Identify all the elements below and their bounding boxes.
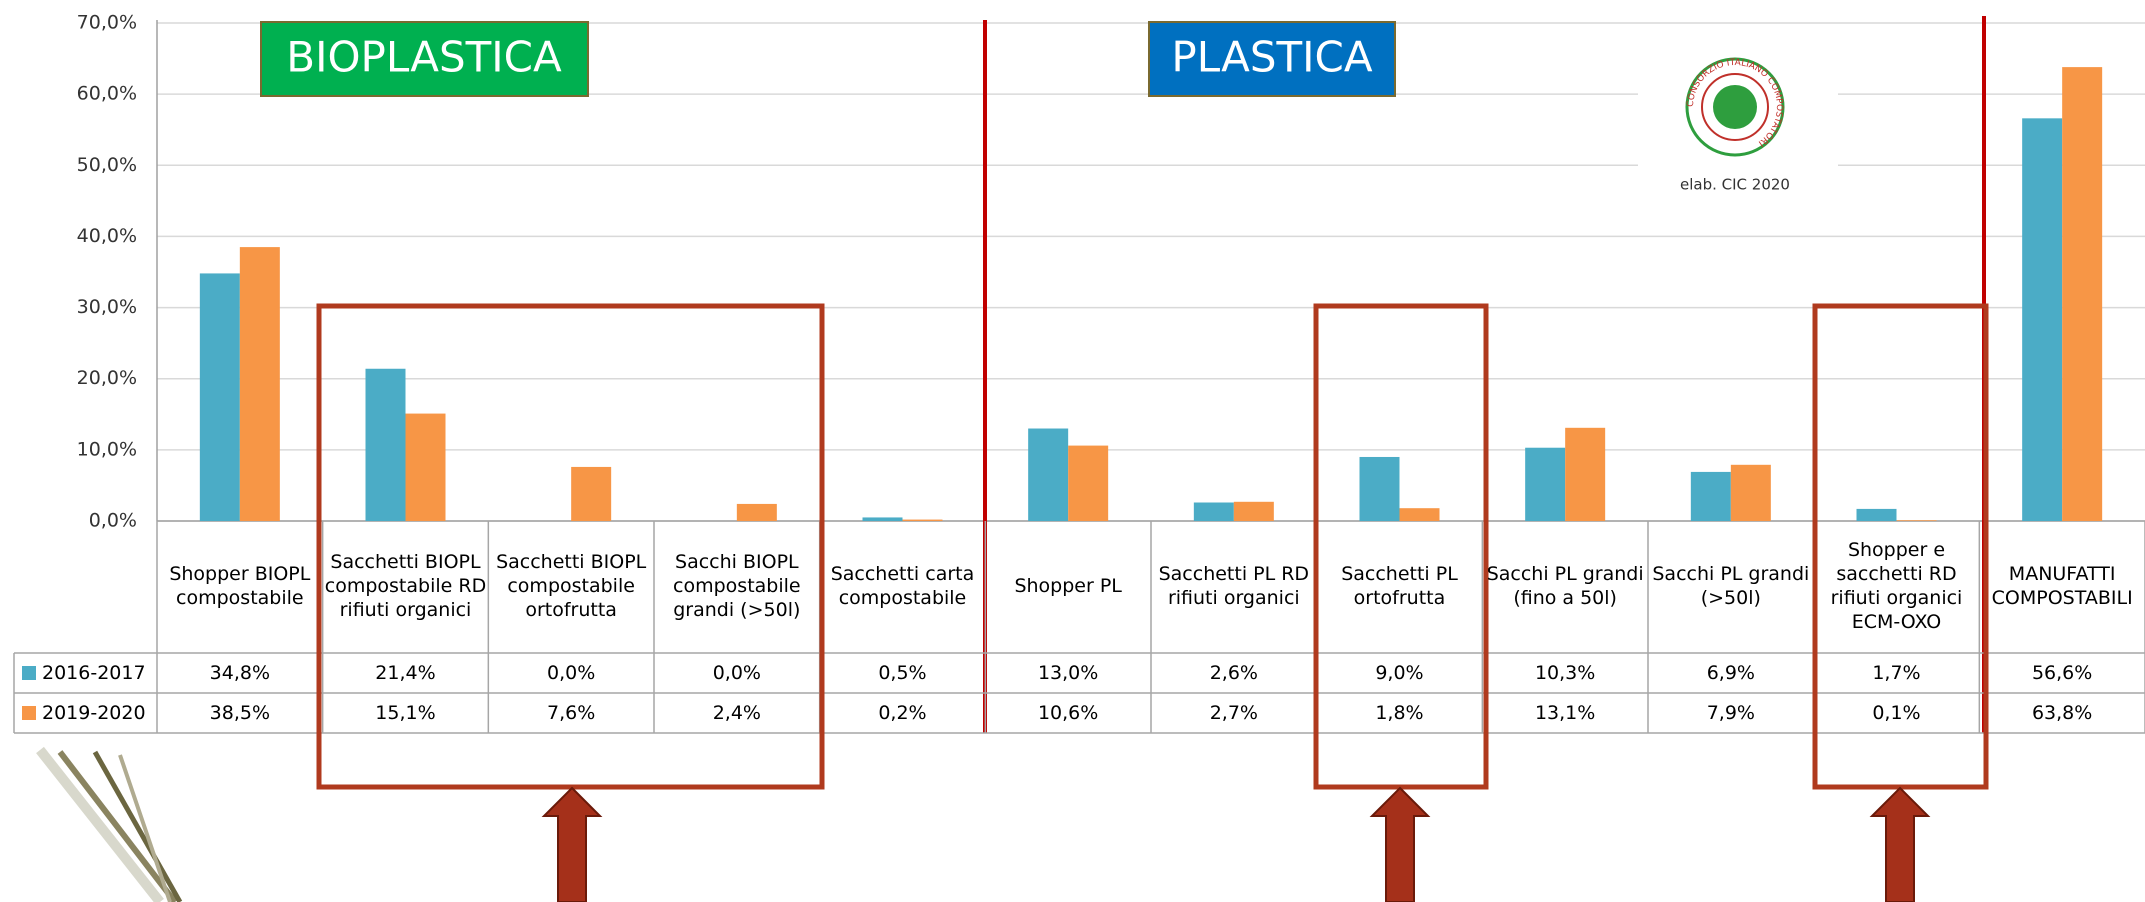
category-label: Sacchetti PL ortofrutta bbox=[1341, 562, 1458, 609]
y-tick-label: 50,0% bbox=[77, 154, 137, 176]
y-tick-label: 70,0% bbox=[77, 12, 137, 34]
category-label: Sacchetti BIOPL compostabile RD rifiuti … bbox=[324, 550, 487, 621]
table-value: 0,1% bbox=[1872, 702, 1921, 724]
bar bbox=[1565, 427, 1606, 521]
table-value: 56,6% bbox=[2031, 662, 2093, 684]
table-value: 0,5% bbox=[878, 662, 927, 684]
decoration bbox=[36, 746, 183, 902]
table-value: 9,0% bbox=[1375, 662, 1424, 684]
y-tick-label: 40,0% bbox=[77, 225, 137, 247]
table-value: 0,0% bbox=[712, 662, 761, 684]
bar bbox=[2022, 118, 2063, 522]
bar bbox=[1856, 508, 1897, 521]
bar bbox=[1896, 520, 1937, 521]
table-value: 1,7% bbox=[1872, 662, 1921, 684]
bar bbox=[1690, 471, 1731, 521]
y-tick-label: 20,0% bbox=[77, 367, 137, 389]
bar bbox=[365, 368, 406, 521]
table-value: 10,3% bbox=[1534, 662, 1596, 684]
plastica-box bbox=[1148, 21, 1396, 97]
category-label: Sacchi PL grandi (>50l) bbox=[1652, 562, 1810, 609]
bar bbox=[1359, 456, 1400, 521]
bar bbox=[1399, 508, 1440, 521]
y-tick-label: 10,0% bbox=[77, 438, 137, 460]
bar bbox=[2062, 67, 2103, 521]
table-value: 13,1% bbox=[1534, 702, 1596, 724]
table-value: 13,0% bbox=[1037, 662, 1099, 684]
category-label: Shopper PL bbox=[1014, 574, 1122, 597]
bar bbox=[902, 519, 943, 521]
category-label: Sacchetti BIOPL compostabile ortofrutta bbox=[496, 550, 647, 621]
arrows bbox=[541, 786, 1931, 902]
highlight-boxes bbox=[316, 303, 1989, 790]
table-value: 63,8% bbox=[2031, 702, 2093, 724]
bar bbox=[405, 413, 446, 521]
category-label: MANUFATTI COMPOSTABILI bbox=[1991, 562, 2133, 609]
legend-label: 2019-2020 bbox=[42, 702, 146, 724]
table-value: 38,5% bbox=[209, 702, 270, 724]
y-tick-label: 60,0% bbox=[77, 83, 137, 105]
legend-swatch bbox=[22, 666, 36, 680]
bar bbox=[1233, 501, 1274, 521]
y-tick-label: 0,0% bbox=[89, 510, 137, 532]
table-value: 1,8% bbox=[1375, 702, 1424, 724]
table-value: 21,4% bbox=[375, 662, 436, 684]
bar bbox=[862, 517, 903, 521]
bar bbox=[736, 503, 777, 521]
table-value: 0,2% bbox=[878, 702, 927, 724]
category-label: Shopper e sacchetti RD rifiuti organici … bbox=[1830, 538, 1963, 633]
legend-label: 2016-2017 bbox=[42, 662, 146, 684]
bar bbox=[199, 273, 240, 521]
table-value: 7,6% bbox=[547, 702, 596, 724]
table-value: 15,1% bbox=[375, 702, 436, 724]
logo: CONSORZIO ITALIANO COMPOSTATORI elab. CI… bbox=[1638, 40, 1838, 210]
table-value: 2,4% bbox=[712, 702, 761, 724]
category-label: Sacchi PL grandi (fino a 50l) bbox=[1486, 562, 1644, 609]
table-value: 34,8% bbox=[209, 662, 270, 684]
bar bbox=[1028, 428, 1069, 521]
table-value: 10,6% bbox=[1037, 702, 1099, 724]
category-label: Sacchi BIOPL compostabile grandi (>50l) bbox=[673, 550, 801, 621]
bar bbox=[571, 466, 612, 521]
category-label: Shopper BIOPL compostabile bbox=[169, 562, 311, 609]
table-value: 0,0% bbox=[547, 662, 596, 684]
y-tick-label: 30,0% bbox=[77, 296, 137, 318]
table-value: 7,9% bbox=[1706, 702, 1755, 724]
bioplastica-label: BIOPLASTICA bbox=[286, 33, 562, 82]
legend-swatch bbox=[22, 706, 36, 720]
bar bbox=[1730, 464, 1771, 521]
bar bbox=[1068, 445, 1109, 521]
bar bbox=[239, 247, 280, 521]
category-label: Sacchetti carta compostabile bbox=[830, 562, 975, 609]
table-value: 2,7% bbox=[1209, 702, 1258, 724]
source-note: elab. CIC 2020 bbox=[1680, 176, 1790, 194]
bar bbox=[1525, 447, 1566, 521]
plastica-label: PLASTICA bbox=[1171, 33, 1372, 82]
category-label: Sacchetti PL RD rifiuti organici bbox=[1158, 562, 1310, 609]
table-value: 2,6% bbox=[1209, 662, 1258, 684]
bioplastica-box bbox=[260, 21, 589, 97]
table-value: 6,9% bbox=[1706, 662, 1755, 684]
bar bbox=[1193, 502, 1234, 521]
